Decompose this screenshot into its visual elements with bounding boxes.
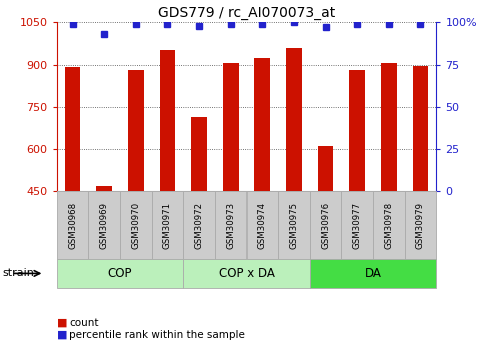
Bar — [413, 66, 428, 191]
Text: ■: ■ — [57, 330, 67, 339]
Text: COP x DA: COP x DA — [218, 267, 275, 280]
Text: GSM30977: GSM30977 — [352, 201, 362, 249]
Text: GSM30973: GSM30973 — [226, 201, 235, 249]
Text: GSM30979: GSM30979 — [416, 201, 425, 249]
Text: GSM30976: GSM30976 — [321, 201, 330, 249]
Bar — [223, 63, 239, 191]
Text: GSM30975: GSM30975 — [289, 201, 298, 249]
Bar — [350, 70, 365, 191]
Bar — [254, 58, 270, 191]
Bar — [65, 67, 80, 191]
Text: percentile rank within the sample: percentile rank within the sample — [69, 330, 245, 339]
Title: GDS779 / rc_AI070073_at: GDS779 / rc_AI070073_at — [158, 6, 335, 20]
Text: GSM30971: GSM30971 — [163, 201, 172, 249]
Text: GSM30968: GSM30968 — [68, 201, 77, 249]
Bar — [381, 63, 397, 191]
Bar — [96, 186, 112, 191]
Text: GSM30970: GSM30970 — [131, 201, 141, 249]
Text: ■: ■ — [57, 318, 67, 327]
Bar — [128, 70, 143, 191]
Bar — [191, 117, 207, 191]
Text: GSM30972: GSM30972 — [195, 201, 204, 249]
Bar — [317, 146, 333, 191]
Text: count: count — [69, 318, 99, 327]
Text: GSM30974: GSM30974 — [258, 201, 267, 249]
Text: strain: strain — [2, 268, 35, 278]
Text: GSM30978: GSM30978 — [385, 201, 393, 249]
Bar — [160, 50, 176, 191]
Bar — [286, 48, 302, 191]
Text: GSM30969: GSM30969 — [100, 201, 108, 249]
Text: COP: COP — [107, 267, 132, 280]
Text: DA: DA — [365, 267, 382, 280]
